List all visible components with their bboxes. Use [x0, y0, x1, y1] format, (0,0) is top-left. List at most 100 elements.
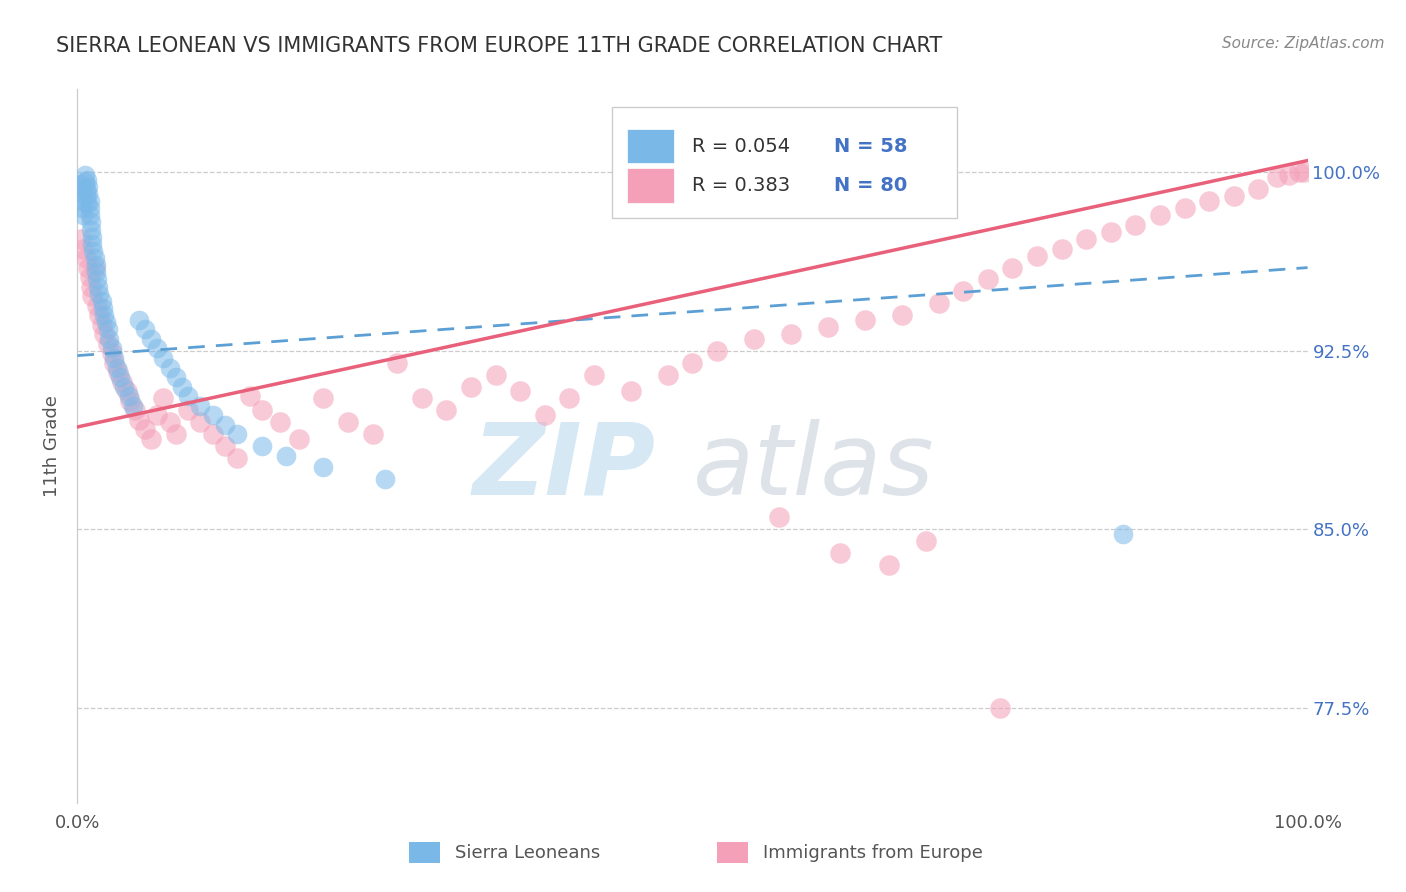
Point — [83, 251, 105, 265]
Point — [97, 322, 120, 336]
Point — [1112, 527, 1135, 541]
Point — [101, 342, 124, 356]
Point — [89, 286, 111, 301]
Point — [780, 327, 803, 342]
Point — [80, 279, 103, 293]
Point — [1198, 194, 1220, 208]
Point — [188, 415, 212, 429]
Text: R = 0.054: R = 0.054 — [693, 136, 790, 156]
Text: Immigrants from Europe: Immigrants from Europe — [762, 844, 983, 862]
Point — [141, 332, 163, 346]
Text: SIERRA LEONEAN VS IMMIGRANTS FROM EUROPE 11TH GRADE CORRELATION CHART: SIERRA LEONEAN VS IMMIGRANTS FROM EUROPE… — [56, 36, 942, 55]
Point — [1076, 232, 1098, 246]
Point — [534, 408, 557, 422]
Point — [84, 265, 107, 279]
Point — [90, 293, 114, 308]
FancyBboxPatch shape — [613, 107, 957, 218]
Point — [830, 546, 852, 560]
Point — [80, 215, 103, 229]
Point — [583, 368, 606, 382]
Point — [890, 308, 912, 322]
Point — [159, 360, 181, 375]
Point — [134, 322, 156, 336]
Text: Sierra Leoneans: Sierra Leoneans — [456, 844, 600, 862]
Point — [118, 389, 141, 403]
Point — [337, 415, 360, 429]
Point — [98, 332, 121, 346]
Point — [226, 450, 249, 465]
Point — [374, 472, 396, 486]
Point — [90, 318, 114, 332]
Point — [177, 403, 200, 417]
Point — [112, 379, 135, 393]
Point — [70, 194, 93, 208]
Point — [226, 427, 249, 442]
Point — [768, 510, 790, 524]
Point — [152, 351, 174, 365]
Point — [853, 313, 876, 327]
Point — [928, 296, 950, 310]
Point — [124, 403, 146, 417]
Point — [170, 379, 193, 393]
Point — [105, 360, 128, 375]
Point — [276, 449, 298, 463]
Point — [239, 389, 262, 403]
Point — [79, 201, 101, 215]
Point — [77, 260, 100, 275]
Point — [76, 172, 98, 186]
Point — [250, 439, 273, 453]
Point — [73, 175, 96, 189]
Point — [79, 208, 101, 222]
Point — [82, 229, 104, 244]
Point — [159, 415, 181, 429]
Point — [77, 186, 100, 201]
Point — [250, 403, 273, 417]
Point — [558, 392, 581, 406]
Point — [97, 336, 120, 351]
Point — [620, 384, 643, 399]
Point — [111, 375, 132, 389]
Point — [70, 232, 93, 246]
Point — [141, 432, 163, 446]
Point — [312, 460, 335, 475]
Point — [75, 189, 97, 203]
Point — [70, 201, 93, 215]
Point — [915, 534, 938, 549]
Point — [134, 422, 156, 436]
Point — [214, 439, 236, 453]
Text: ZIP: ZIP — [472, 419, 655, 516]
Point — [742, 332, 765, 346]
Point — [188, 399, 212, 413]
FancyBboxPatch shape — [409, 842, 440, 863]
Point — [1149, 208, 1171, 222]
Text: N = 80: N = 80 — [834, 176, 907, 195]
Point — [84, 258, 107, 272]
Point — [115, 384, 138, 399]
Point — [1174, 201, 1197, 215]
Point — [657, 368, 679, 382]
Point — [110, 370, 132, 384]
Point — [82, 244, 104, 258]
Point — [121, 399, 143, 413]
Point — [93, 327, 115, 342]
Point — [69, 178, 91, 192]
Point — [89, 308, 111, 322]
Point — [1292, 165, 1315, 179]
Point — [436, 403, 458, 417]
Point — [269, 415, 291, 429]
Point — [75, 251, 97, 265]
Point — [1099, 225, 1122, 239]
Point — [80, 222, 103, 236]
Point — [1223, 189, 1246, 203]
Point — [509, 384, 531, 399]
Point — [165, 427, 187, 442]
Point — [312, 392, 335, 406]
Point — [72, 208, 94, 222]
Point — [87, 279, 110, 293]
Point — [120, 393, 142, 408]
Point — [952, 285, 974, 299]
Point — [385, 356, 409, 370]
Point — [128, 313, 150, 327]
Point — [107, 365, 129, 379]
Point — [1288, 165, 1310, 179]
